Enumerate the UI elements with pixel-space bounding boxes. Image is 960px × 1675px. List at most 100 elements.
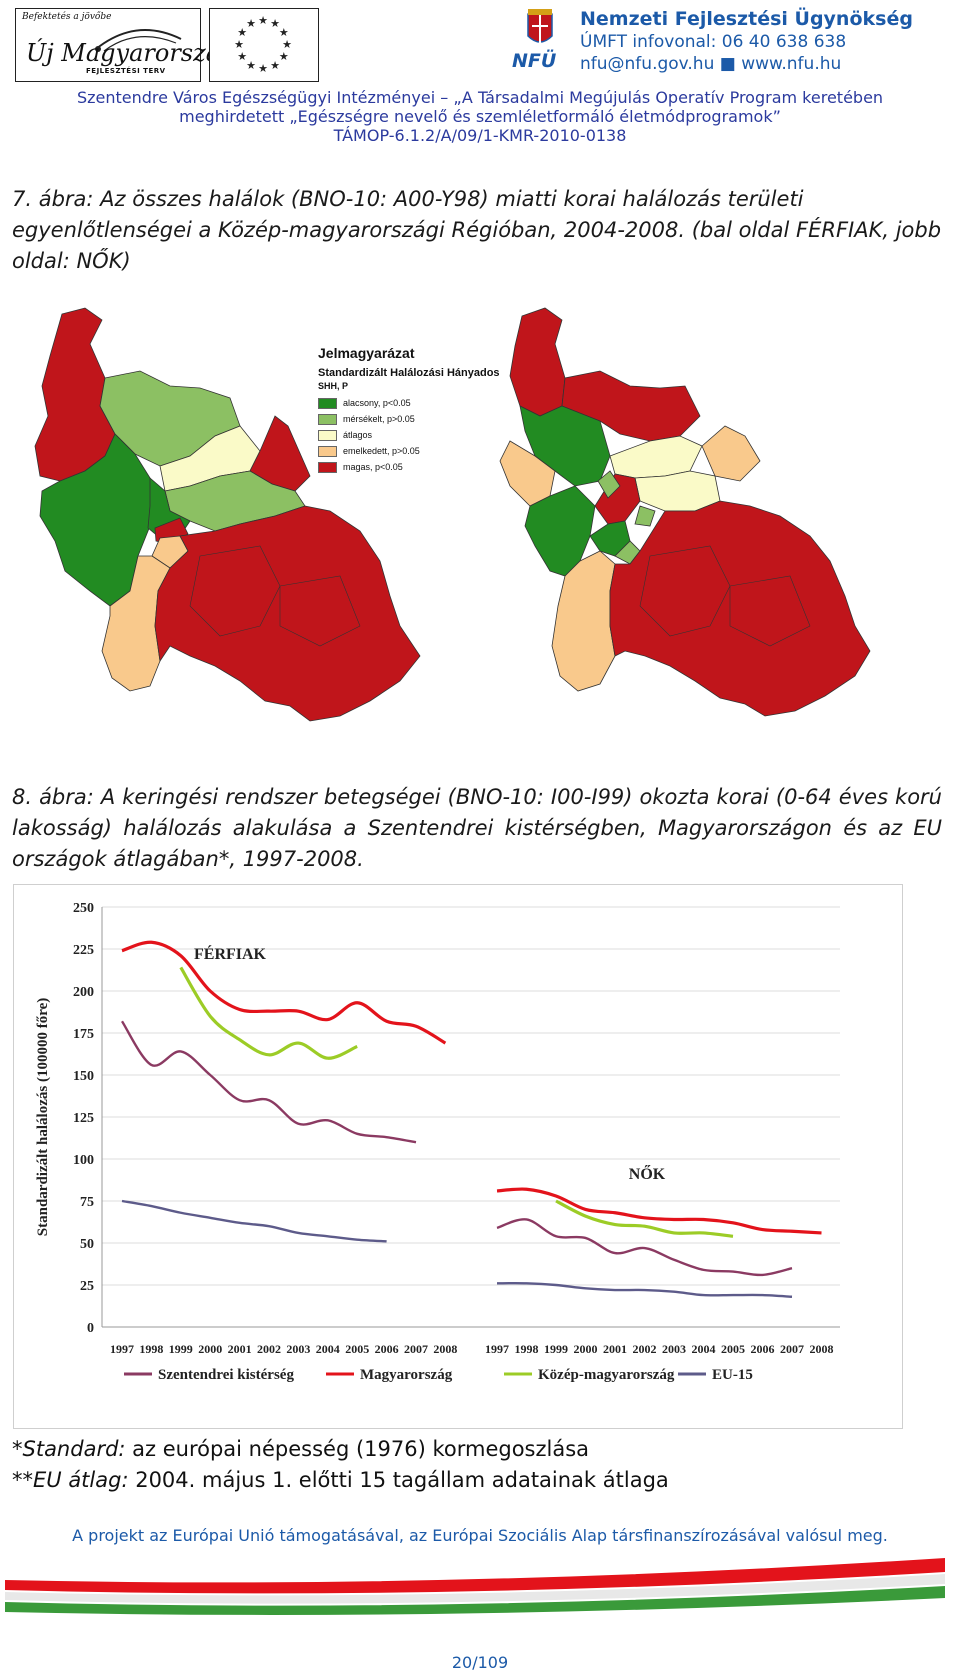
note-standard: *Standard: az európai népesség (1976) ko… (12, 1437, 589, 1461)
eu-flag-logo: ★ ★ ★ ★ ★ ★ ★ ★ ★ ★ ★ ★ (209, 8, 319, 82)
x-tick-label: 2007 (404, 1342, 428, 1356)
legend-swatch-low (318, 397, 337, 409)
legend-swatch-average (318, 429, 337, 441)
series-line (496, 1218, 793, 1277)
eu-star: ★ (258, 14, 268, 27)
legend-label: Szentendrei kistérség (158, 1367, 294, 1383)
y-tick-label: 250 (73, 901, 94, 916)
eu-star: ★ (234, 38, 244, 51)
eu-star: ★ (279, 50, 289, 63)
contact-line: nfu@nfu.gov.hu ■ www.nfu.hu (580, 54, 842, 74)
legend-item: emelkedett, p>0.05 (318, 443, 548, 459)
nfu-abbr: NFÜ (512, 50, 557, 72)
legend-label: EU-15 (712, 1367, 753, 1383)
x-tick-label: 2002 (633, 1342, 657, 1356)
map-legend: Jelmagyarázat Standardizált Halálozási H… (318, 345, 548, 475)
series-line (179, 966, 358, 1060)
series-line (120, 1020, 417, 1144)
legend-label: emelkedett, p>0.05 (343, 446, 420, 456)
footer-funding-text: A projekt az Európai Unió támogatásával,… (72, 1526, 888, 1545)
legend-swatch-high (318, 461, 337, 473)
page-number: 20/109 (451, 1653, 509, 1672)
x-tick-label: 2005 (345, 1342, 369, 1356)
x-tick-label: 2004 (316, 1342, 340, 1356)
y-tick-label: 0 (87, 1321, 94, 1336)
nfu-crest-icon (527, 9, 553, 44)
note-eu-label: **EU átlag: (12, 1468, 129, 1492)
line-chart: 0 25 50 75 100 125 150 175 200 225 250 Standardizál… (13, 884, 903, 1429)
map-men (34, 307, 421, 722)
eu-stars-icon: ★ ★★★★★★★★★★★ (234, 14, 292, 75)
eu-star: ★ (258, 62, 268, 75)
eu-star: ★ (270, 59, 280, 72)
x-tick-label: 1998 (139, 1342, 163, 1356)
eu-star: ★ (279, 26, 289, 39)
nfu-header: NFÜ Nemzeti Fejlesztési Ügynökség ÚMFT i… (510, 6, 955, 78)
x-tick-label: 2007 (780, 1342, 804, 1356)
eu-star: ★ (270, 17, 280, 30)
legend-swatch-elevated (318, 445, 337, 457)
project-info: Szentendre Város Egészségügyi Intézménye… (0, 88, 960, 145)
x-tick-label: 1997 (110, 1342, 134, 1356)
y-tick-label: 75 (80, 1195, 94, 1210)
legend-label: Magyarország (360, 1367, 453, 1383)
note-eu: **EU átlag: 2004. május 1. előtti 15 tag… (12, 1468, 669, 1492)
y-tick-label: 50 (80, 1237, 94, 1252)
eu-star: ★ (237, 26, 247, 39)
eu-star: ★ (246, 59, 256, 72)
y-tick-label: 225 (73, 943, 94, 958)
x-tick-label: 1999 (544, 1342, 568, 1356)
x-tick-label: 2006 (375, 1342, 399, 1356)
legend-item: alacsony, p<0.05 (318, 395, 548, 411)
x-tick-label: 2003 (286, 1342, 310, 1356)
legend-swatch-moderate (318, 413, 337, 425)
x-tick-label: 2002 (257, 1342, 281, 1356)
regional-maps (34, 307, 871, 722)
flag-stripes-icon (5, 1558, 945, 1615)
legend-label: alacsony, p<0.05 (343, 398, 411, 408)
legend-head: SHH, P (318, 381, 349, 391)
x-tick-label: 2001 (603, 1342, 627, 1356)
agency-name: Nemzeti Fejlesztési Ügynökség (580, 8, 913, 30)
eu-star: ★ (282, 38, 292, 51)
x-tick-label: 2004 (692, 1342, 716, 1356)
logo-tagline: Befektetés a jövőbe (22, 12, 112, 22)
project-line-2: meghirdetett „Egészségre nevelő és szeml… (179, 107, 781, 126)
legend-item: mérsékelt, p>0.05 (318, 411, 548, 427)
eu-star: ★ (237, 50, 247, 63)
map-women (499, 307, 871, 717)
figure7-caption: 7. ábra: Az összes halálok (BNO-10: A00-… (12, 187, 942, 273)
project-line-1: Szentendre Város Egészségügyi Intézménye… (76, 88, 884, 107)
x-tick-label: 1999 (169, 1342, 193, 1356)
legend-label: átlagos (343, 430, 373, 440)
x-tick-label: 2008 (810, 1342, 834, 1356)
uj-magyarorszag-logo: Befektetés a jövőbe Új Magyarország FEJL… (15, 8, 235, 82)
panel-label: FÉRFIAK (194, 944, 267, 963)
chart-svg: 0 25 50 75 100 125 150 175 200 225 250 Standardizál… (35, 901, 840, 1383)
eu-star: ★ (246, 17, 256, 30)
y-tick-label: 25 (80, 1279, 94, 1294)
note-standard-label: *Standard: (12, 1437, 126, 1461)
legend-subtitle: Standardizált Halálozási Hányados (318, 367, 500, 379)
y-tick-label: 200 (73, 985, 94, 1000)
y-tick-label: 100 (73, 1153, 94, 1168)
legend-item: magas, p<0.05 (318, 459, 548, 475)
note-standard-text: az európai népesség (1976) kormegoszlása (125, 1437, 590, 1461)
panel-label: NŐK (629, 1164, 666, 1183)
legend-item: átlagos (318, 427, 548, 443)
legend-label: magas, p<0.05 (343, 462, 403, 472)
y-tick-label: 125 (73, 1111, 94, 1126)
logo-subtitle: FEJLESZTÉSI TERV (86, 67, 166, 75)
project-code: TÁMOP-6.1.2/A/09/1-KMR-2010-0138 (333, 126, 627, 145)
series-line (496, 1187, 822, 1235)
series-line (496, 1281, 793, 1298)
series-line (121, 1199, 387, 1243)
x-tick-label: 2000 (574, 1342, 598, 1356)
phone-line: ÚMFT infovonal: 06 40 638 638 (580, 32, 847, 52)
legend-label: Közép-magyarország (538, 1367, 675, 1383)
x-tick-label: 2006 (751, 1342, 775, 1356)
series-line (555, 1199, 734, 1238)
legend-label: mérsékelt, p>0.05 (343, 414, 415, 424)
x-tick-label: 2005 (721, 1342, 745, 1356)
series-line (121, 940, 447, 1045)
